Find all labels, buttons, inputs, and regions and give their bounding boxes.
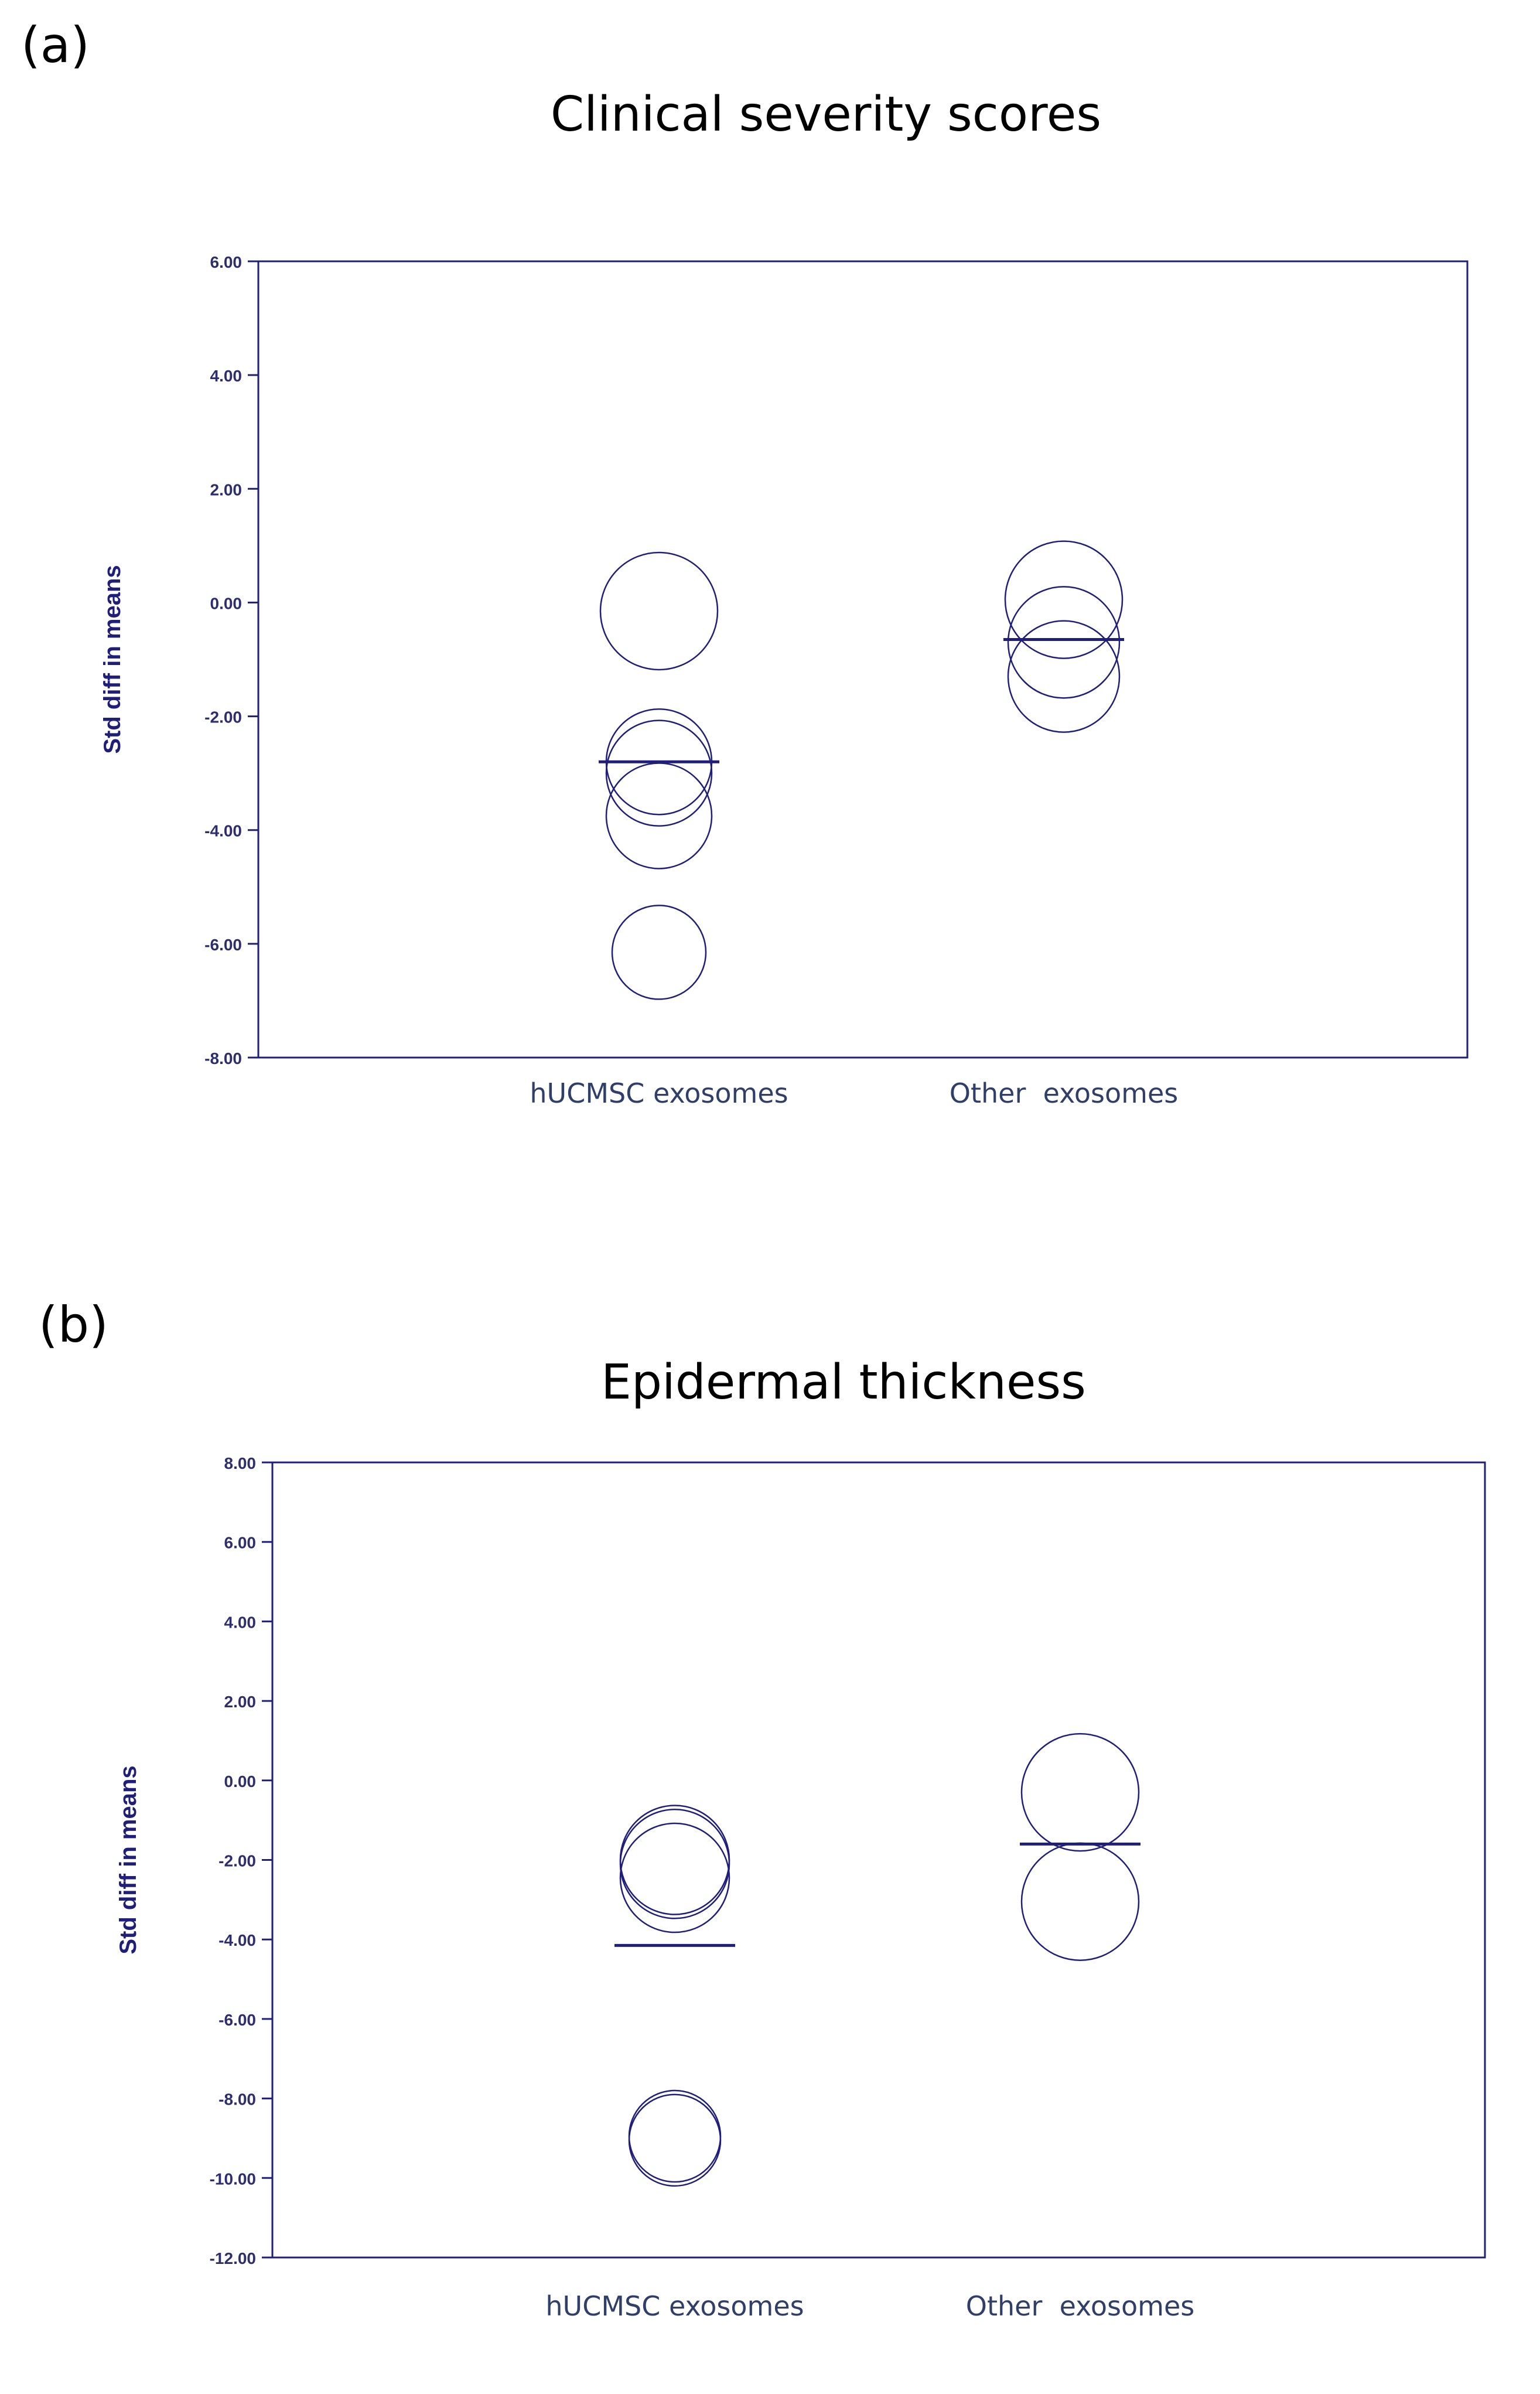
y-tick-label: 0.00 xyxy=(224,1772,257,1791)
chart-title: Epidermal thickness xyxy=(601,1355,1086,1410)
y-tick-label: 2.00 xyxy=(224,1693,257,1711)
y-tick-label: 4.00 xyxy=(224,1613,257,1631)
plot-frame xyxy=(271,1461,1486,2259)
scatter-plot: 6.00 4.00 2.00 0.00 -2.00 -4.00 -6.00 -8.00 Std … xyxy=(100,253,1469,1109)
plot-frame xyxy=(257,260,1469,1059)
study-effect-point xyxy=(1020,1842,1140,1961)
study-effect-point xyxy=(1020,1733,1140,1852)
study-effect-point xyxy=(619,1822,730,1933)
chart-panel-a: (a) Clinical severity scores 6.00 4.00 2.0… xyxy=(0,0,1540,1195)
study-effect-point xyxy=(628,2089,722,2183)
study-effect-point xyxy=(1004,540,1124,659)
study-effect-point xyxy=(611,905,707,1000)
y-axis-label: Std diff in means xyxy=(100,565,125,753)
y-tick-label: 2.00 xyxy=(210,480,243,499)
y-tick-label: -4.00 xyxy=(218,1931,256,1949)
y-tick-label: -2.00 xyxy=(204,708,242,727)
study-effect-point xyxy=(605,719,713,827)
y-tick-label: 8.00 xyxy=(224,1454,257,1472)
y-tick-label: -8.00 xyxy=(218,2091,256,2109)
x-category-label: Other exosomes xyxy=(966,2290,1194,2322)
y-tick-label: -10.00 xyxy=(210,2170,256,2188)
y-tick-label: -6.00 xyxy=(218,2011,256,2029)
y-tick-label: -2.00 xyxy=(218,1852,256,1870)
y-tick-label: -8.00 xyxy=(204,1049,242,1068)
y-tick-label: -4.00 xyxy=(204,822,242,840)
x-category-label: hUCMSC exosomes xyxy=(530,1077,788,1109)
y-tick-label: -6.00 xyxy=(204,936,242,954)
chart-panel-b: (b) Epidermal thickness 8.00 6.00 4.00 2.00… xyxy=(0,1195,1540,2394)
study-effect-point xyxy=(628,2093,722,2187)
y-tick-label: 6.00 xyxy=(210,253,243,271)
study-effect-point xyxy=(605,762,713,869)
x-category-label: hUCMSC exosomes xyxy=(545,2290,804,2322)
y-tick-label: 6.00 xyxy=(224,1534,257,1552)
study-effect-point xyxy=(619,1805,730,1915)
y-tick-label: 4.00 xyxy=(210,367,243,385)
study-effect-point xyxy=(619,1809,730,1919)
y-axis-label: Std diff in means xyxy=(115,1765,141,1954)
y-tick-label: -12.00 xyxy=(210,2249,256,2267)
scatter-plot: 8.00 6.00 4.00 2.00 0.00 -2.00 -4.00 -6.00 -8.00… xyxy=(115,1454,1486,2322)
chart-title: Clinical severity scores xyxy=(550,87,1102,142)
study-effect-point xyxy=(1007,586,1121,699)
panel-label: (b) xyxy=(39,1296,108,1353)
study-effect-point xyxy=(599,551,719,671)
x-category-label: Other exosomes xyxy=(950,1077,1178,1109)
panel-label: (a) xyxy=(21,16,90,74)
y-tick-label: 0.00 xyxy=(210,594,243,612)
study-effect-point xyxy=(1007,620,1121,733)
